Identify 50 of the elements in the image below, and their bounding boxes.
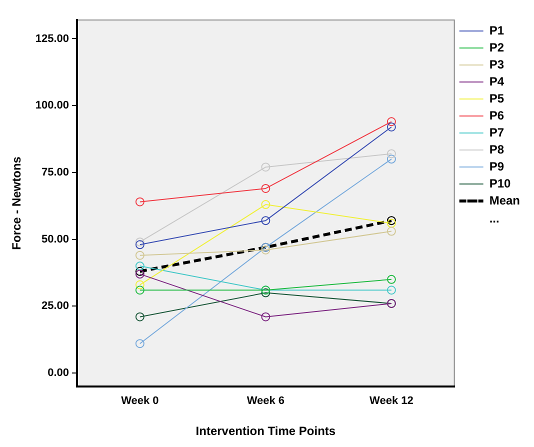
y-tick-label: 125.00 [35,32,70,45]
y-tick-label: 100.00 [35,100,70,112]
point [135,266,144,276]
point [261,246,270,255]
y-tick-label: 75.00 [42,166,70,178]
point [261,184,270,193]
legend-label: P3 [489,57,504,72]
legend-label: P5 [489,91,504,106]
point [386,218,396,228]
x-axis-title: Intervention Time Points [196,424,336,438]
point [261,288,270,298]
point [386,154,396,164]
legend-label: P10 [489,176,512,190]
point [261,162,270,172]
legend-label: P7 [489,125,504,140]
point [386,149,396,158]
text: ... [489,211,500,226]
x-tick-label: Week 0 [121,395,159,408]
point [261,216,270,226]
point [135,237,144,246]
point [261,312,270,322]
y-tick-label: 50.00 [42,233,70,246]
legend-label: P4 [489,74,504,88]
point [386,274,396,284]
point [386,117,396,126]
point [135,280,144,290]
legend-label: Mean [489,193,520,208]
point [386,122,396,132]
point [135,312,144,322]
y-tick-label: 25.00 [42,300,70,312]
point [386,226,396,236]
point [135,262,144,271]
legend-label: P1 [489,23,504,38]
point [386,286,396,295]
y-axis-title: Force - Newtons [10,156,24,250]
legend-label: P9 [489,159,504,174]
point [386,216,396,226]
x-tick-label: Week 6 [246,395,285,408]
legend-label: P6 [489,108,504,122]
point [135,270,144,279]
point [135,286,144,295]
point [135,250,144,260]
point [135,339,144,348]
legend-label: P2 [489,40,504,54]
legend-label: P8 [489,142,504,156]
y-tick-label: 0.00 [48,367,70,380]
x-tick-label: Week 12 [370,395,414,408]
point [135,240,144,250]
point [135,197,144,206]
point [261,200,270,210]
